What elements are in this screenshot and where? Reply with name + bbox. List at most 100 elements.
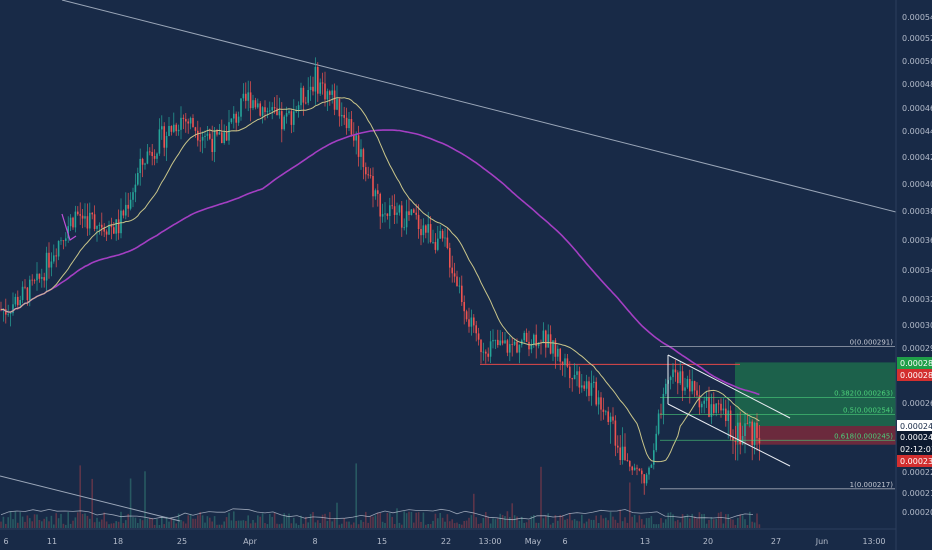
candle[interactable] [297,105,300,110]
candle[interactable] [96,225,98,229]
candle[interactable] [17,296,19,306]
candle[interactable] [398,205,401,213]
candle[interactable] [314,67,317,92]
candle[interactable] [545,330,547,348]
candle[interactable] [535,334,537,347]
candle[interactable] [341,115,343,117]
candle[interactable] [569,366,571,379]
candle[interactable] [276,108,278,116]
candle[interactable] [333,90,336,110]
candle[interactable] [379,193,381,217]
candle[interactable] [461,285,463,302]
candle[interactable] [348,119,350,129]
candle[interactable] [593,381,595,383]
candle[interactable] [417,214,420,229]
candle[interactable] [283,116,285,130]
candle[interactable] [737,422,739,443]
candle[interactable] [405,211,408,228]
candle[interactable] [523,332,525,341]
candle[interactable] [290,111,293,125]
candle[interactable] [192,118,194,128]
candle[interactable] [65,238,67,241]
candle[interactable] [211,138,213,152]
candle[interactable] [410,209,413,215]
candle[interactable] [581,385,583,388]
candle[interactable] [585,381,588,389]
candle[interactable] [158,129,161,154]
candle[interactable] [345,117,348,129]
candle[interactable] [175,124,177,132]
candle[interactable] [281,111,283,130]
candle[interactable] [516,341,518,353]
candle[interactable] [614,420,617,446]
candle[interactable] [93,214,96,229]
candle[interactable] [101,224,103,228]
candle[interactable] [189,118,192,124]
candle[interactable] [249,92,252,109]
candle[interactable] [53,255,55,262]
candle[interactable] [420,229,422,236]
candle[interactable] [657,413,660,434]
candle[interactable] [144,163,146,165]
candle[interactable] [117,219,120,234]
candle[interactable] [547,334,549,348]
candle[interactable] [408,211,410,215]
candle[interactable] [386,213,389,217]
candle[interactable] [701,403,703,408]
candle[interactable] [566,358,569,367]
candle[interactable] [353,134,355,141]
candle[interactable] [194,127,197,131]
candle[interactable] [734,440,737,443]
candle[interactable] [149,151,151,153]
candle[interactable] [105,231,108,235]
candle[interactable] [643,474,645,484]
candle[interactable] [389,205,391,216]
candle[interactable] [485,351,487,354]
candle[interactable] [583,385,585,389]
candle[interactable] [336,98,338,110]
candle[interactable] [134,184,137,193]
candle[interactable] [108,225,110,235]
candle[interactable] [180,117,182,130]
candle[interactable] [492,340,494,342]
candle[interactable] [552,340,554,354]
candle[interactable] [633,467,636,471]
candle[interactable] [662,393,665,415]
candle[interactable] [717,403,720,405]
candle[interactable] [739,422,741,445]
candle[interactable] [221,132,223,143]
candle[interactable] [456,276,458,287]
candle[interactable] [24,286,26,288]
candle[interactable] [326,91,329,100]
candle[interactable] [381,214,384,217]
channel-lower-line[interactable] [667,403,791,467]
ma-long-line[interactable] [0,129,760,396]
candle[interactable] [77,211,79,215]
candle[interactable] [374,190,377,197]
candle[interactable] [727,410,729,422]
candle[interactable] [74,211,77,228]
candle[interactable] [626,460,629,461]
candle[interactable] [86,216,89,229]
candle[interactable] [62,240,65,242]
candle[interactable] [259,103,261,116]
candle[interactable] [329,91,331,95]
candle[interactable] [350,119,353,135]
candle[interactable] [120,210,122,234]
candle[interactable] [607,411,609,422]
candle[interactable] [744,423,746,436]
candle[interactable] [338,98,341,117]
candle[interactable] [369,175,372,177]
candle[interactable] [225,132,228,141]
candle[interactable] [153,156,156,159]
candle[interactable] [146,151,149,164]
candle[interactable] [269,110,271,112]
candle[interactable] [549,334,552,354]
candle[interactable] [501,340,504,344]
candle[interactable] [319,82,321,94]
candle[interactable] [475,325,477,334]
candle[interactable] [151,152,153,156]
candle[interactable] [691,381,693,392]
candle[interactable] [525,332,528,342]
candle[interactable] [600,397,602,410]
